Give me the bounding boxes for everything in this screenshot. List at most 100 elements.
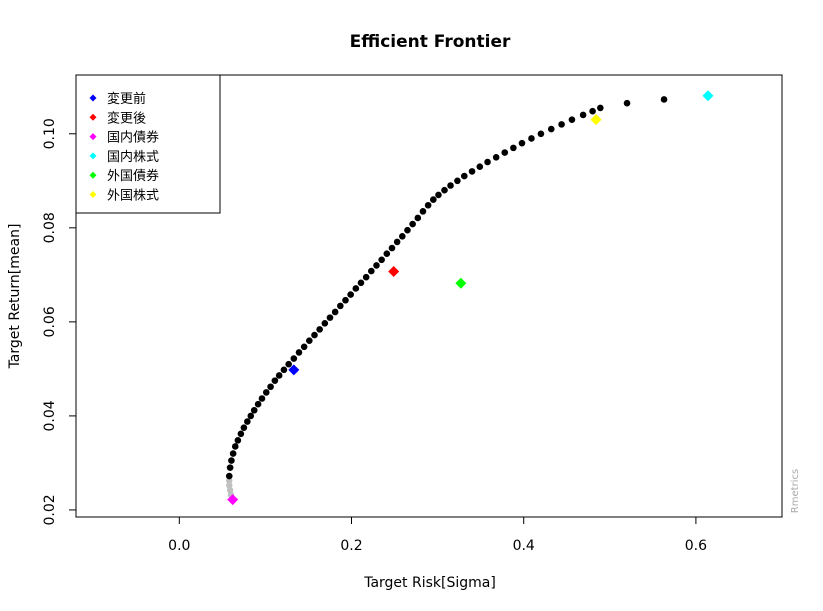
y-tick-label: 0.08 <box>42 212 58 243</box>
frontier-point <box>280 366 288 374</box>
frontier-point <box>352 285 360 292</box>
legend-label: 変更後 <box>107 110 146 126</box>
frontier-point <box>228 457 235 464</box>
frontier-point <box>393 238 401 246</box>
frontier-point <box>331 308 339 316</box>
x-axis-label: Target Risk[Sigma] <box>363 575 496 591</box>
x-tick-label: 0.4 <box>513 538 535 554</box>
legend-box <box>75 74 221 214</box>
frontier-point <box>225 472 233 480</box>
frontier-point <box>468 168 476 175</box>
frontier-point <box>290 355 298 362</box>
legend-label: 変更前 <box>107 91 146 107</box>
frontier-point <box>518 139 526 147</box>
asset-point <box>227 494 239 506</box>
asset-point <box>590 114 602 126</box>
frontier-point <box>237 430 245 438</box>
frontier-point <box>430 196 437 203</box>
asset-points <box>227 90 714 506</box>
frontier-point <box>234 437 242 444</box>
frontier-point <box>660 96 668 103</box>
legend-marker <box>89 133 97 141</box>
frontier-point <box>484 158 491 166</box>
frontier-points <box>225 96 668 480</box>
frontier-point <box>316 326 323 333</box>
y-tick-label: 0.04 <box>42 400 58 431</box>
x-axis: 0.0 0.2 0.4 0.6 <box>168 516 707 554</box>
frontier-point <box>414 214 422 222</box>
x-tick-label: 0.2 <box>340 538 362 554</box>
frontier-point <box>250 406 258 414</box>
frontier-point <box>337 302 344 310</box>
frontier-point <box>528 135 535 142</box>
x-tick-label: 0.6 <box>685 538 707 554</box>
frontier-point <box>589 107 596 115</box>
legend-marker <box>89 171 97 179</box>
y-axis-label: Target Return[mean] <box>7 224 23 370</box>
frontier-point <box>271 377 279 384</box>
frontier-point <box>537 130 545 138</box>
frontier-point <box>419 208 427 215</box>
frontier-point <box>383 250 391 257</box>
frontier-point <box>476 163 484 170</box>
frontier-point <box>388 244 396 252</box>
frontier-point <box>597 104 604 112</box>
asset-point <box>702 90 714 102</box>
frontier-point <box>547 125 555 133</box>
frontier-point <box>240 424 248 431</box>
asset-point <box>388 266 400 278</box>
frontier-point <box>441 186 448 194</box>
frontier-point <box>404 226 411 234</box>
frontier-point <box>295 349 303 356</box>
frontier-point <box>247 412 255 420</box>
legend-marker <box>89 152 97 160</box>
legend-marker <box>89 191 97 198</box>
legend-marker <box>89 113 97 121</box>
y-tick-label: 0.06 <box>42 306 58 337</box>
frontier-point <box>267 383 274 391</box>
frontier-point <box>492 153 500 161</box>
legend-marker <box>89 94 97 102</box>
rmetrics-watermark: Rmetrics <box>790 469 801 513</box>
legend-label: 外国債券 <box>107 168 159 184</box>
frontier-point <box>399 232 406 240</box>
frontier-point <box>254 400 262 408</box>
frontier-point <box>558 121 565 128</box>
frontier-point <box>342 296 349 304</box>
frontier-point <box>258 395 266 402</box>
legend-label: 国内債券 <box>107 130 159 146</box>
inefficient-point <box>226 477 233 484</box>
frontier-point <box>623 99 631 107</box>
frontier-point <box>424 201 432 209</box>
frontier-point <box>568 116 576 123</box>
frontier-point <box>447 182 454 189</box>
frontier-point <box>357 279 365 287</box>
legend-label: 国内株式 <box>107 149 159 165</box>
frontier-point <box>435 191 442 199</box>
chart-title: Efficient Frontier <box>350 32 511 52</box>
frontier-point <box>501 149 509 156</box>
frontier-point <box>373 262 380 269</box>
frontier-point <box>326 314 334 321</box>
frontier-point <box>226 464 234 471</box>
frontier-point <box>378 256 385 264</box>
frontier-point <box>368 267 375 275</box>
y-tick-label: 0.10 <box>42 118 58 149</box>
frontier-point <box>300 343 308 351</box>
frontier-point <box>306 337 313 344</box>
frontier-point <box>510 144 517 152</box>
legend-label: 外国株式 <box>107 189 159 204</box>
frontier-point <box>461 172 468 180</box>
frontier-point <box>321 319 329 327</box>
frontier-point <box>362 273 370 281</box>
frontier-point <box>262 389 270 396</box>
frontier-point <box>244 418 251 425</box>
frontier-point <box>579 111 587 119</box>
asset-point <box>288 364 300 376</box>
frontier-point <box>275 372 283 379</box>
frontier-point <box>409 220 416 228</box>
frontier-point <box>347 291 354 298</box>
